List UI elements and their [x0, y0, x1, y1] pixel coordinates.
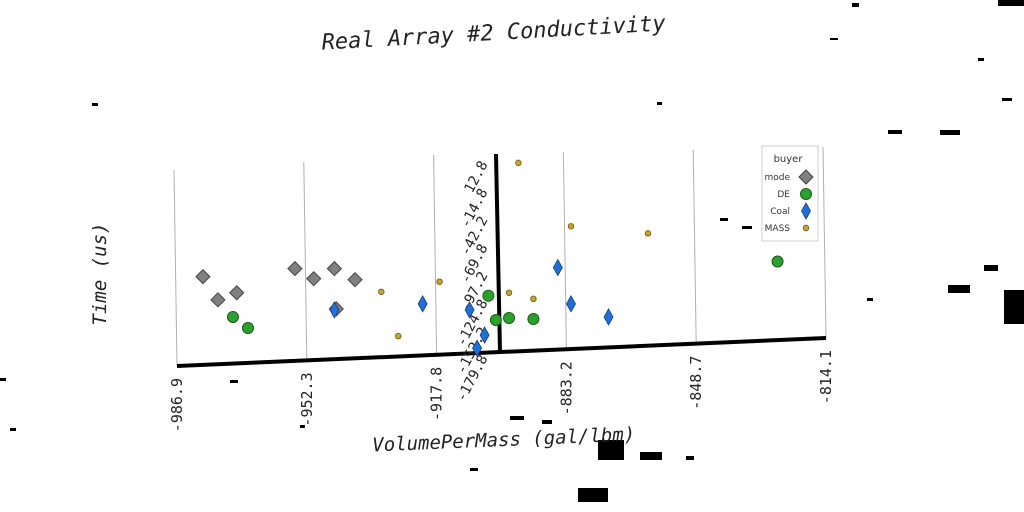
- x-axis-line: [176, 336, 827, 368]
- coal-diamond-point: [552, 258, 563, 277]
- gridline-x: [173, 169, 178, 367]
- coal-diamond-point: [603, 308, 614, 326]
- coal-diamond-point: [472, 339, 483, 357]
- gridline-x: [692, 149, 697, 344]
- mass-circle-point: [515, 159, 522, 167]
- legend-entries: mode DE Coal MASS: [764, 169, 814, 234]
- mode-diamond-point: [210, 292, 226, 308]
- gridline-x: [822, 146, 827, 339]
- chart-title: Real Array #2 Conductivity: [321, 11, 667, 55]
- mode-diamond-point: [287, 260, 303, 277]
- mass-circle-point: [395, 332, 402, 340]
- de-circle-point: [482, 289, 495, 302]
- gridline-x: [562, 151, 567, 350]
- gridline-x: [433, 154, 438, 355]
- de-circle-point: [241, 322, 254, 335]
- x-tick-label: -814.1: [817, 350, 835, 404]
- legend-title: buyer: [774, 154, 804, 165]
- de-circle-point: [226, 310, 239, 323]
- x-tick-label: -848.7: [687, 356, 705, 410]
- legend-marker-coal: [801, 202, 811, 220]
- de-circle-point: [527, 312, 540, 325]
- x-axis-label: VolumePerMass (gal/lbm): [372, 424, 636, 457]
- mass-circle-point: [567, 223, 575, 230]
- de-circle-point: [771, 255, 784, 268]
- x-tick-label: -883.2: [557, 361, 575, 415]
- mode-diamond-point: [229, 285, 245, 301]
- gridline-x: [303, 161, 308, 361]
- mass-circle-point: [436, 278, 443, 285]
- mass-circle-point: [505, 289, 513, 296]
- x-tick-labels: -986.9 -952.3 -917.8 -883.2 -848.7 -814.1: [168, 350, 835, 432]
- de-circle-point: [503, 311, 516, 324]
- coal-diamond-point: [329, 301, 340, 319]
- coal-diamond-point: [464, 301, 475, 319]
- y-axis-label: Time (us): [89, 223, 111, 326]
- mass-circle-point: [530, 295, 537, 303]
- mode-diamond-point: [326, 260, 343, 277]
- de-circle-point: [489, 313, 502, 326]
- mass-circle-point: [378, 288, 385, 295]
- coal-diamond-point: [566, 295, 576, 313]
- x-tick-label: -986.9: [168, 378, 186, 432]
- mass-circle-point: [644, 230, 652, 237]
- data-points: [195, 159, 784, 357]
- coal-diamond-point: [479, 326, 490, 344]
- y-tick-labels: 12.8-14.8-42.2-69.8-97.2-124.8-152.2-179…: [454, 158, 492, 404]
- legend-marker-mode: [798, 169, 814, 185]
- legend: buyer mode DE Coal MASS: [761, 145, 819, 242]
- legend-entry-label: Coal: [770, 207, 790, 217]
- mode-diamond-point: [195, 268, 211, 285]
- coal-diamond-point: [417, 295, 428, 313]
- mode-diamond-point: [347, 271, 363, 288]
- legend-marker-de: [800, 188, 812, 200]
- legend-marker-mass: [802, 224, 810, 232]
- x-tick-label: -952.3: [298, 372, 316, 426]
- legend-entry-label: MASS: [765, 224, 791, 234]
- mode-diamond-point: [306, 270, 322, 287]
- legend-entry-label: DE: [777, 190, 790, 200]
- x-tick-label: -917.8: [428, 367, 446, 421]
- vertical-gridlines: [173, 146, 827, 367]
- legend-entry-label: mode: [764, 173, 790, 183]
